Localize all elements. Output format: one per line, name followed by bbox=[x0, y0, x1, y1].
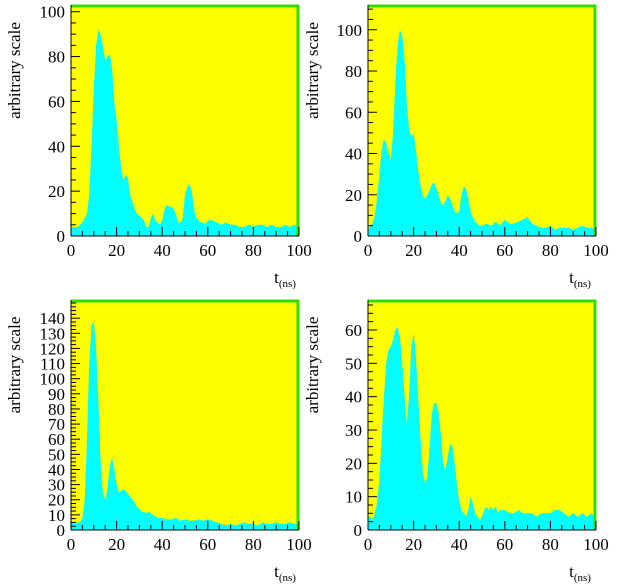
y-tick-label: 60 bbox=[345, 321, 362, 340]
y-tick-label: 50 bbox=[345, 354, 362, 373]
data-area bbox=[71, 321, 299, 530]
x-axis-label: t(ns) bbox=[274, 268, 296, 290]
y-tick-label: 70 bbox=[48, 415, 65, 434]
y-tick-label: 100 bbox=[40, 370, 66, 389]
x-tick-label: 100 bbox=[286, 535, 312, 554]
x-tick-label: 40 bbox=[451, 241, 468, 260]
x-tick-label: 40 bbox=[451, 535, 468, 554]
y-tick-label: 110 bbox=[40, 355, 65, 374]
y-tick-label: 40 bbox=[345, 388, 362, 407]
x-tick-label: 80 bbox=[245, 535, 262, 554]
y-tick-label: 30 bbox=[345, 421, 362, 440]
y-tick-label: 90 bbox=[48, 385, 65, 404]
y-tick-label: 80 bbox=[345, 62, 362, 81]
y-axis-label: arbitrary scale bbox=[5, 22, 24, 119]
y-axis-label: arbitrary scale bbox=[303, 22, 322, 119]
y-tick-label: 0 bbox=[57, 521, 66, 540]
y-tick-label: 40 bbox=[48, 460, 65, 479]
x-tick-label: 100 bbox=[286, 241, 312, 260]
y-tick-label: 10 bbox=[48, 506, 65, 525]
plot-area bbox=[71, 300, 299, 530]
y-tick-label: 20 bbox=[345, 186, 362, 205]
data-area bbox=[71, 29, 299, 237]
y-tick-label: 40 bbox=[345, 145, 362, 164]
x-tick-label: 0 bbox=[364, 241, 373, 260]
x-tick-label: 20 bbox=[108, 241, 125, 260]
x-tick-label: 20 bbox=[108, 535, 125, 554]
x-axis-label: t(ns) bbox=[569, 268, 591, 290]
y-axis-label: arbitrary scale bbox=[5, 317, 24, 414]
y-tick-label: 20 bbox=[345, 454, 362, 473]
y-tick-label: 130 bbox=[40, 324, 66, 343]
data-area bbox=[368, 326, 596, 530]
x-tick-label: 20 bbox=[405, 535, 422, 554]
y-tick-label: 140 bbox=[40, 309, 66, 328]
panel-bottom-right: 0 20 40 60 80 100 0 10 20 30 40 50 60 arbitrary scale… bbox=[303, 299, 609, 584]
panel-top-left: 0 20 40 60 80 100 0 20 40 60 80 100 arbitrary scale t… bbox=[5, 3, 312, 290]
y-tick-label: 20 bbox=[48, 491, 65, 510]
x-tick-label: 60 bbox=[496, 241, 513, 260]
x-tick-label: 60 bbox=[496, 535, 513, 554]
x-tick-label: 0 bbox=[67, 535, 76, 554]
x-tick-label: 0 bbox=[364, 535, 373, 554]
y-tick-label: 80 bbox=[48, 400, 65, 419]
x-tick-label: 0 bbox=[67, 241, 76, 260]
y-tick-label: 100 bbox=[337, 21, 363, 40]
x-tick-label: 100 bbox=[583, 241, 609, 260]
y-axis-label: arbitrary scale bbox=[303, 317, 322, 414]
y-tick-label: 30 bbox=[48, 476, 65, 495]
data-area bbox=[368, 29, 596, 236]
x-tick-label: 80 bbox=[542, 241, 559, 260]
y-tick-label: 0 bbox=[354, 227, 363, 246]
x-tick-label: 100 bbox=[583, 535, 609, 554]
y-tick-label: 40 bbox=[48, 137, 65, 156]
x-tick-label: 60 bbox=[199, 241, 216, 260]
y-tick-label: 60 bbox=[345, 103, 362, 122]
y-tick-label: 100 bbox=[40, 3, 66, 22]
panel-top-right: 0 20 40 60 80 100 0 20 40 60 80 100 arbitrary scale t… bbox=[303, 4, 609, 290]
y-tick-label: 20 bbox=[48, 182, 65, 201]
y-tick-label: 0 bbox=[57, 227, 66, 246]
x-tick-label: 60 bbox=[199, 535, 216, 554]
y-tick-label: 10 bbox=[345, 488, 362, 507]
x-tick-label: 20 bbox=[405, 241, 422, 260]
y-tick-label: 120 bbox=[40, 339, 66, 358]
x-tick-label: 40 bbox=[154, 535, 171, 554]
panel-bottom-left: 0 20 40 60 80 1000102030405060708090100110120… bbox=[5, 299, 312, 584]
y-tick-label: 60 bbox=[48, 430, 65, 449]
y-tick-label: 80 bbox=[48, 48, 65, 67]
y-tick-label: 60 bbox=[48, 92, 65, 111]
x-axis-label: t(ns) bbox=[569, 562, 591, 584]
x-tick-label: 80 bbox=[245, 241, 262, 260]
y-tick-label: 0 bbox=[354, 521, 363, 540]
y-tick-label: 50 bbox=[48, 445, 65, 464]
x-tick-label: 40 bbox=[154, 241, 171, 260]
x-tick-label: 80 bbox=[542, 535, 559, 554]
x-axis-label: t(ns) bbox=[274, 562, 296, 584]
